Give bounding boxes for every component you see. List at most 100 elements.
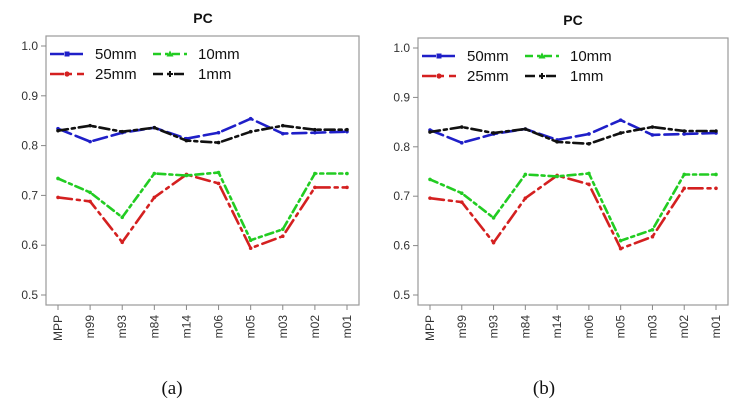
legend-label: 1mm xyxy=(198,66,231,83)
series-line-50mm xyxy=(56,117,349,143)
legend-label: 1mm xyxy=(570,68,603,85)
data-point-1mm xyxy=(650,125,655,129)
data-point-10mm xyxy=(345,171,349,176)
data-point-25mm xyxy=(682,186,687,191)
data-point-10mm xyxy=(650,227,655,232)
x-tick-label: m02 xyxy=(677,315,691,339)
data-point-25mm xyxy=(313,185,317,190)
y-tick-label: 1.0 xyxy=(21,39,38,53)
legend-item-50mm: 50mm xyxy=(50,46,137,63)
data-point-10mm xyxy=(555,174,559,179)
data-point-50mm xyxy=(216,130,221,135)
legend-marker-circle-icon xyxy=(64,71,70,77)
legend-label: 25mm xyxy=(95,66,137,83)
legend-marker-plus-icon xyxy=(539,73,545,79)
data-point-25mm xyxy=(152,195,157,200)
legend-label: 50mm xyxy=(95,46,137,63)
series-line-1mm xyxy=(56,124,349,144)
legend-item-50mm: 50mm xyxy=(422,48,509,65)
data-point-25mm xyxy=(459,200,464,204)
data-point-10mm xyxy=(152,171,157,176)
legend-item-25mm: 25mm xyxy=(422,68,509,85)
data-point-1mm xyxy=(184,138,189,143)
plot-frame xyxy=(417,37,729,306)
data-point-10mm xyxy=(682,172,687,177)
legend-marker-circle-icon xyxy=(436,73,442,79)
legend-item-25mm: 25mm xyxy=(50,66,137,83)
x-tick-label: m06 xyxy=(212,315,226,339)
data-point-25mm xyxy=(618,246,623,251)
chart-panel-b: PC 0.5 0.6 0.7 0.8 0.9 1.0 MPP m99 m93 m84 m14 m06 m0… xyxy=(393,12,729,399)
y-tick-label: 0.8 xyxy=(393,140,410,154)
data-point-10mm xyxy=(56,176,60,181)
data-point-25mm xyxy=(523,196,528,200)
x-tick-label: m06 xyxy=(582,315,596,339)
legend-label: 25mm xyxy=(467,68,509,85)
x-tick-label: m01 xyxy=(340,315,354,339)
data-point-1mm xyxy=(714,129,718,133)
data-point-25mm xyxy=(491,240,496,245)
legend-label: 10mm xyxy=(570,48,612,65)
y-tick-label: 0.5 xyxy=(393,288,410,302)
x-tick-label: m03 xyxy=(645,315,659,339)
data-point-10mm xyxy=(88,190,92,195)
legend-marker-triangle-icon xyxy=(538,52,546,59)
data-point-1mm xyxy=(313,127,317,132)
legend-item-1mm: 1mm xyxy=(525,68,603,85)
legend-marker-square-icon xyxy=(436,53,442,59)
x-tick-label: m03 xyxy=(276,315,290,339)
data-point-25mm xyxy=(714,186,718,191)
data-point-1mm xyxy=(56,128,60,133)
chart-panel-a: PC 0.5 0.6 0.7 0.8 0.9 1.0 MPP m99 m93 m84 m14 m06 m0… xyxy=(21,10,360,399)
y-tick-label: 0.9 xyxy=(393,90,410,104)
x-tick-label: MPP xyxy=(423,315,437,341)
data-point-10mm xyxy=(184,173,189,178)
data-point-50mm xyxy=(682,132,687,136)
series-line-25mm xyxy=(428,174,718,251)
plot-frame xyxy=(45,35,360,306)
legend-item-1mm: 1mm xyxy=(153,66,231,83)
data-point-1mm xyxy=(152,125,157,130)
data-point-1mm xyxy=(523,127,528,131)
figure-caption: (a) xyxy=(161,378,182,399)
x-tick-label: m99 xyxy=(455,315,469,339)
data-point-1mm xyxy=(216,140,221,145)
y-tick-label: 0.7 xyxy=(393,189,410,203)
x-tick-label: m93 xyxy=(487,315,501,339)
x-tick-label: m93 xyxy=(115,315,129,339)
legend-marker-square-icon xyxy=(64,51,70,57)
data-point-25mm xyxy=(280,234,285,239)
data-point-50mm xyxy=(650,133,655,137)
data-point-1mm xyxy=(345,127,349,132)
x-tick-label: m05 xyxy=(244,315,258,339)
x-tick-label: m99 xyxy=(83,315,97,339)
data-point-10mm xyxy=(491,216,496,220)
data-point-10mm xyxy=(618,238,623,243)
data-point-10mm xyxy=(587,171,591,176)
x-tick-label: m05 xyxy=(614,315,628,339)
y-tick-label: 0.6 xyxy=(21,238,38,252)
data-point-1mm xyxy=(555,140,559,144)
data-point-1mm xyxy=(618,131,623,135)
data-point-25mm xyxy=(248,246,253,250)
data-point-25mm xyxy=(428,196,432,200)
data-point-1mm xyxy=(120,129,125,134)
data-point-10mm xyxy=(313,171,317,176)
data-point-50mm xyxy=(459,141,464,145)
data-point-10mm xyxy=(714,172,718,177)
y-tick-label: 0.6 xyxy=(393,239,410,253)
data-point-50mm xyxy=(313,130,317,135)
y-tick-label: 0.9 xyxy=(21,89,38,103)
data-point-25mm xyxy=(345,185,349,190)
data-point-50mm xyxy=(88,139,92,144)
legend-label: 10mm xyxy=(198,46,240,63)
x-tick-label: m84 xyxy=(518,315,532,339)
y-tick-label: 0.7 xyxy=(21,188,38,202)
data-point-10mm xyxy=(248,238,253,243)
x-tick-label: m14 xyxy=(179,315,193,339)
chart-title: PC xyxy=(563,12,582,28)
data-point-25mm xyxy=(120,240,125,245)
series-line-50mm xyxy=(428,118,718,145)
y-tick-label: 1.0 xyxy=(393,41,410,55)
